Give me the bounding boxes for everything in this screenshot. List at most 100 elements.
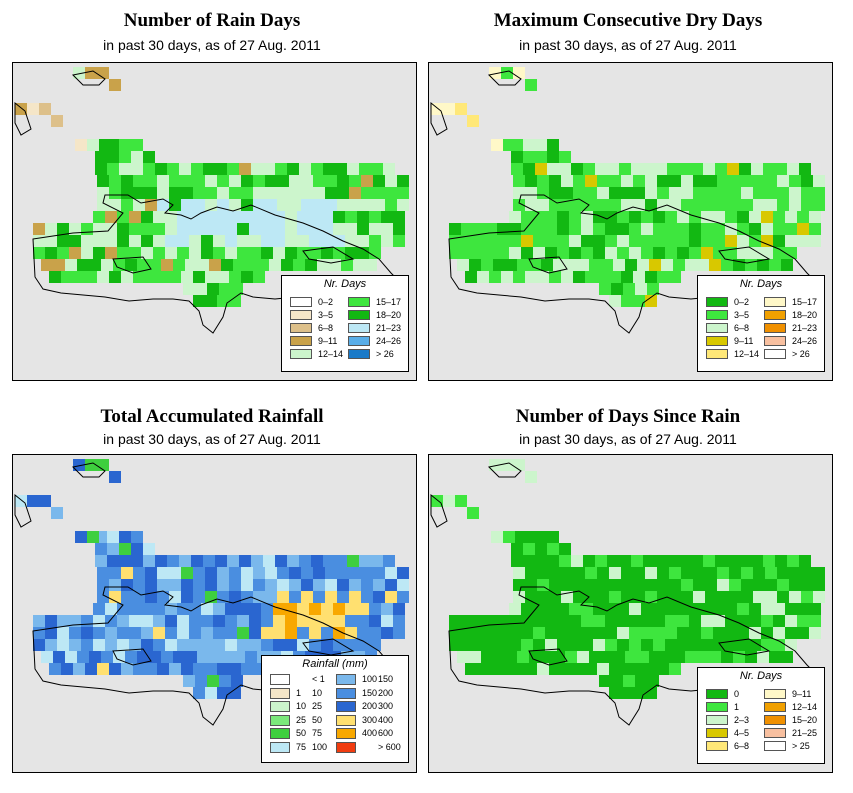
map-cell [155,163,167,175]
map-cell [297,639,309,651]
map-cell [261,223,273,235]
map-cell [261,211,273,223]
map-cell [605,627,617,639]
map-cell [149,651,161,663]
map-cell [473,247,485,259]
map-cell [265,591,277,603]
map-cell [349,187,361,199]
legend-swatch [270,674,290,685]
map-cell [145,567,157,579]
map-cell [33,615,45,627]
map-cell [309,223,321,235]
map-cell [561,579,573,591]
legend-swatch [706,728,728,738]
map-cell [219,675,231,687]
map-cell [443,495,455,507]
legend-swatch [764,702,786,712]
legend-item: 9–11 [290,335,337,347]
map-cell [569,223,581,235]
map-cell [677,603,689,615]
map-cell [119,531,131,543]
map-cell [231,675,243,687]
map-cell [169,175,181,187]
map-cell [489,459,501,471]
map-cell [361,199,373,211]
map-cell [261,627,273,639]
legend-item: 0–2 [706,296,749,308]
legend-label: 15–17 [792,297,818,307]
map-cell [261,603,273,615]
coastline [302,638,355,656]
map-cell [749,639,761,651]
map-cell [143,543,155,555]
map-cell [273,235,285,247]
map-cell [141,223,153,235]
map-cell [621,663,633,675]
map-cell [393,603,405,615]
map-cell [97,579,109,591]
map-cell [813,187,825,199]
map-cell [73,459,85,471]
map-cell [213,211,225,223]
map-cell [285,639,297,651]
map-cell [201,627,213,639]
map-cell [81,247,93,259]
map-cell [601,651,613,663]
map-cell [277,199,289,211]
map-cell [641,223,653,235]
map-cell [369,247,381,259]
map-cell [121,663,133,675]
map-cell [265,579,277,591]
map-cell [649,651,661,663]
map-cell [193,271,205,283]
map-cell [393,211,405,223]
map-cell [95,555,107,567]
map-cell [727,555,739,567]
map-cell [345,603,357,615]
map-cell [629,639,641,651]
map-cell [85,271,97,283]
map-cell [105,211,117,223]
map-cell [61,271,73,283]
map-cell [545,235,557,247]
map-cell [581,615,593,627]
map-cell [635,283,647,295]
map-cell [633,663,645,675]
map-cell [473,615,485,627]
map-cell [193,295,205,307]
legend-label: 12–14 [734,349,760,359]
map-cell [645,687,657,699]
legend-label: 6–8 [318,323,334,333]
legend-label-low: 150 [362,687,378,698]
map-cell [549,591,561,603]
map-cell [557,211,569,223]
map-cell [647,675,659,687]
map-cell [213,235,225,247]
map-cell [357,639,369,651]
legend-item: 18–20 [764,309,817,321]
map-cell [561,175,573,187]
map-cell [181,591,193,603]
map-cell [461,639,473,651]
legend-item: 4–5 [706,727,749,739]
map-cell [541,259,553,271]
map-cell [109,567,121,579]
map-cell [221,651,233,663]
panel-title: Total Accumulated Rainfall [100,406,324,427]
map-cell [801,199,813,211]
map-cell [229,187,241,199]
map-cell [637,651,649,663]
map-cell [529,259,541,271]
map-cell [521,211,533,223]
map-cell [523,163,535,175]
map-cell [545,223,557,235]
map-cell [465,271,477,283]
map-cell [237,603,249,615]
map-cell [773,615,785,627]
legend-item: 1 [706,701,739,713]
map-cell [513,271,525,283]
map-cell [737,247,749,259]
map-cell [749,603,761,615]
map-cell [681,591,693,603]
map-cell [497,223,509,235]
